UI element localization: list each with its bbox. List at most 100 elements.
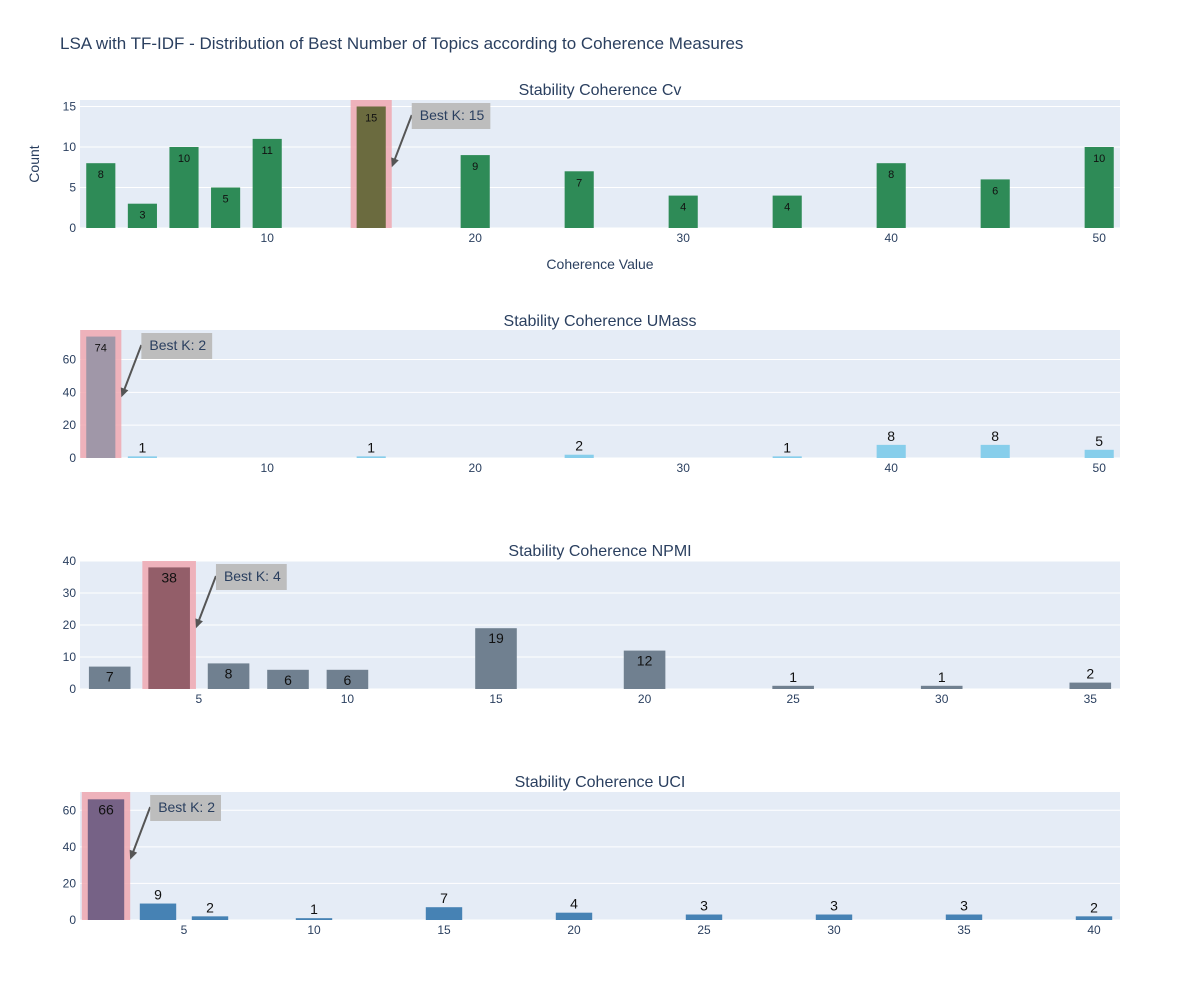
bar (1084, 146, 1114, 228)
x-tick-label: 30 (677, 231, 691, 245)
bar-value-label: 3 (700, 898, 708, 914)
plot-area (80, 792, 1120, 920)
subplot-1: 0 5 10 15 10 20 30 40 50 Stability Coherence Cv Co… (26, 82, 1120, 272)
x-tick-label: 20 (638, 692, 652, 706)
bar-value-label: 12 (637, 653, 653, 669)
bar-value-label: 19 (488, 630, 504, 646)
subplot-2: 0 20 40 60 10 20 30 40 50 Stability Coherence UMa… (63, 313, 1120, 475)
x-tick-label: 10 (307, 923, 321, 937)
bar (460, 155, 490, 228)
x-tick-label: 20 (469, 231, 483, 245)
bar (211, 187, 241, 228)
page-title: LSA with TF-IDF - Distribution of Best N… (60, 34, 744, 53)
annotation-arrow (196, 575, 217, 624)
best-k-annotation: Best K: 4 (224, 568, 281, 584)
x-axis-title: Coherence Value (546, 256, 653, 272)
bar (772, 456, 802, 458)
bar-value-label: 7 (440, 890, 448, 906)
bar (267, 669, 309, 689)
x-tick-label: 15 (437, 923, 451, 937)
bar-value-label: 1 (938, 669, 946, 685)
bar-value-label: 6 (992, 185, 998, 197)
bar (252, 138, 282, 228)
x-tick-label: 50 (1093, 461, 1107, 475)
best-k-annotation: Best K: 15 (420, 107, 485, 123)
y-axis-title: Count (26, 145, 42, 182)
bar (815, 914, 853, 920)
bar-value-label: 1 (310, 901, 318, 917)
bar-value-label: 2 (1090, 899, 1098, 915)
y-tick-label: 0 (69, 913, 76, 927)
y-tick-label: 0 (69, 682, 76, 696)
bar-value-label: 38 (161, 569, 177, 585)
subplot-3: 0 10 20 30 40 5 10 15 20 25 30 35 Stability Coherenc… (63, 543, 1120, 706)
bar-value-label: 2 (206, 899, 214, 915)
y-tick-label: 40 (63, 554, 77, 568)
x-tick-label: 30 (677, 461, 691, 475)
bar-value-label: 3 (960, 898, 968, 914)
bar (139, 903, 177, 920)
annotation-arrow (131, 806, 152, 855)
bar (191, 916, 229, 920)
x-tick-label: 10 (261, 231, 275, 245)
x-tick-label: 50 (1093, 231, 1107, 245)
bar-value-label: 1 (783, 439, 791, 455)
annotation-arrow (392, 114, 413, 163)
bar (980, 179, 1010, 228)
bar-value-label: 5 (1095, 433, 1103, 449)
bar-value-label: 10 (1093, 153, 1105, 165)
bar-value-label: 66 (98, 801, 114, 817)
bar (564, 454, 594, 458)
bar (475, 628, 517, 689)
x-tick-label: 40 (885, 231, 899, 245)
y-tick-label: 40 (63, 840, 77, 854)
bar-value-label: 4 (680, 202, 686, 214)
bar-value-label: 7 (576, 177, 582, 189)
bar-value-label: 74 (95, 343, 107, 355)
bar (685, 914, 723, 920)
bar (876, 163, 906, 228)
y-tick-label: 10 (63, 650, 77, 664)
x-tick-label: 35 (1084, 692, 1098, 706)
bar (945, 914, 983, 920)
bar (920, 685, 963, 689)
annotation-box (215, 564, 287, 590)
x-tick-label: 15 (489, 692, 503, 706)
x-tick-label: 30 (827, 923, 841, 937)
subplot-title: Stability Coherence UMass (504, 313, 697, 330)
bar-value-label: 10 (178, 153, 190, 165)
bar (1084, 449, 1114, 458)
annotation-arrowhead (195, 618, 203, 629)
x-tick-label: 30 (935, 692, 949, 706)
bar (425, 907, 463, 920)
annotation-arrowhead (391, 157, 399, 168)
y-tick-label: 0 (69, 221, 76, 235)
x-tick-label: 5 (196, 692, 203, 706)
y-tick-label: 15 (63, 99, 77, 113)
bar-value-label: 9 (472, 161, 478, 173)
bar-value-label: 3 (139, 210, 145, 222)
bar (127, 203, 157, 228)
bar (87, 799, 125, 920)
y-tick-label: 30 (63, 586, 77, 600)
y-tick-label: 20 (63, 618, 77, 632)
bar-value-label: 2 (1086, 666, 1094, 682)
bar (326, 669, 369, 689)
bar (356, 456, 386, 458)
x-tick-label: 20 (567, 923, 581, 937)
bar (980, 444, 1010, 458)
y-tick-label: 5 (69, 180, 76, 194)
y-tick-label: 10 (63, 140, 77, 154)
best-k-annotation: Best K: 2 (158, 799, 215, 815)
bar (169, 146, 199, 228)
bar-value-label: 8 (888, 169, 894, 181)
bar-value-label: 6 (344, 672, 352, 688)
best-k-annotation: Best K: 2 (149, 337, 206, 353)
y-tick-label: 40 (63, 385, 77, 399)
bar-value-label: 1 (367, 439, 375, 455)
annotation-arrowhead (129, 849, 138, 860)
annotation-arrow (122, 344, 143, 393)
bar (207, 663, 250, 689)
y-tick-label: 20 (63, 876, 77, 890)
